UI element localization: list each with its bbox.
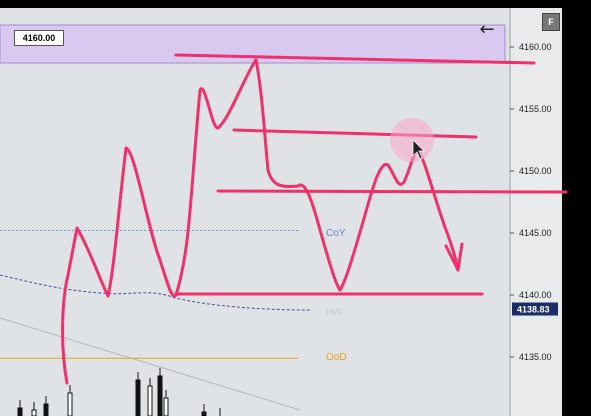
price-tick-label-6: 4135.00 — [519, 352, 552, 362]
price-tick-label-2: 4155.00 — [519, 104, 552, 114]
faded-level-label: Hi/0 — [326, 307, 342, 317]
price-tick-label-1: 4160.00 — [519, 42, 552, 52]
level-label-ood: OoD — [326, 352, 347, 363]
cursor-highlight — [390, 118, 434, 162]
highlight-price-box: 4160.00 — [14, 30, 64, 46]
drawn-top-resistance — [174, 53, 536, 65]
candle-body-1 — [17, 407, 23, 416]
price-tick-label-5: 4140.00 — [519, 290, 552, 300]
candle-body-7 — [157, 375, 163, 416]
level-label-coy: CoY — [326, 228, 346, 239]
trend-line-gray — [0, 317, 301, 411]
drawn-down-arrow-head — [444, 242, 464, 272]
price-axis-background — [510, 8, 562, 416]
candle-body-3 — [43, 403, 49, 416]
price-tick-label-4: 4145.00 — [519, 228, 552, 238]
candle-body-9 — [201, 411, 207, 416]
drawn-middle-line — [216, 189, 568, 194]
right-frame — [562, 0, 591, 416]
drawn-upper-line — [232, 128, 478, 139]
price-tick-label-3: 4150.00 — [519, 166, 552, 176]
mouse-cursor-icon — [412, 139, 425, 160]
f-button[interactable]: F — [542, 13, 560, 31]
candle-body-6 — [147, 385, 153, 416]
back-arrow-icon[interactable]: ← — [479, 19, 495, 40]
candle-body-2 — [31, 409, 37, 416]
drawn-price-path — [61, 58, 460, 385]
candle-body-5 — [135, 379, 141, 416]
candle-body-8 — [163, 397, 169, 416]
current-price-tag — [512, 302, 558, 316]
candle-body-4 — [67, 392, 73, 416]
vwap-dashed-line — [0, 274, 311, 311]
current-price-label: 4138.83 — [517, 305, 550, 315]
plot-background — [0, 8, 510, 416]
